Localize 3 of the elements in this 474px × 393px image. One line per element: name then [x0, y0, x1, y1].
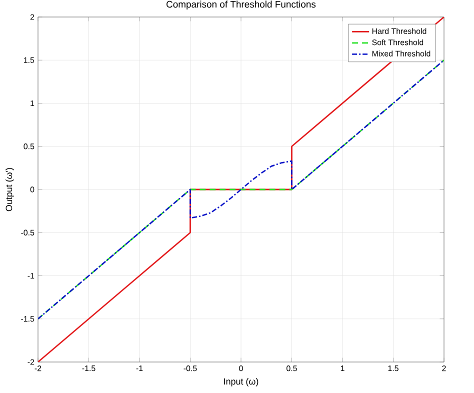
- x-axis-title: Input (ω): [224, 378, 258, 386]
- chart-title: Comparison of Threshold Functions: [166, 0, 316, 10]
- y-axis-title: Output (ω'): [6, 168, 14, 212]
